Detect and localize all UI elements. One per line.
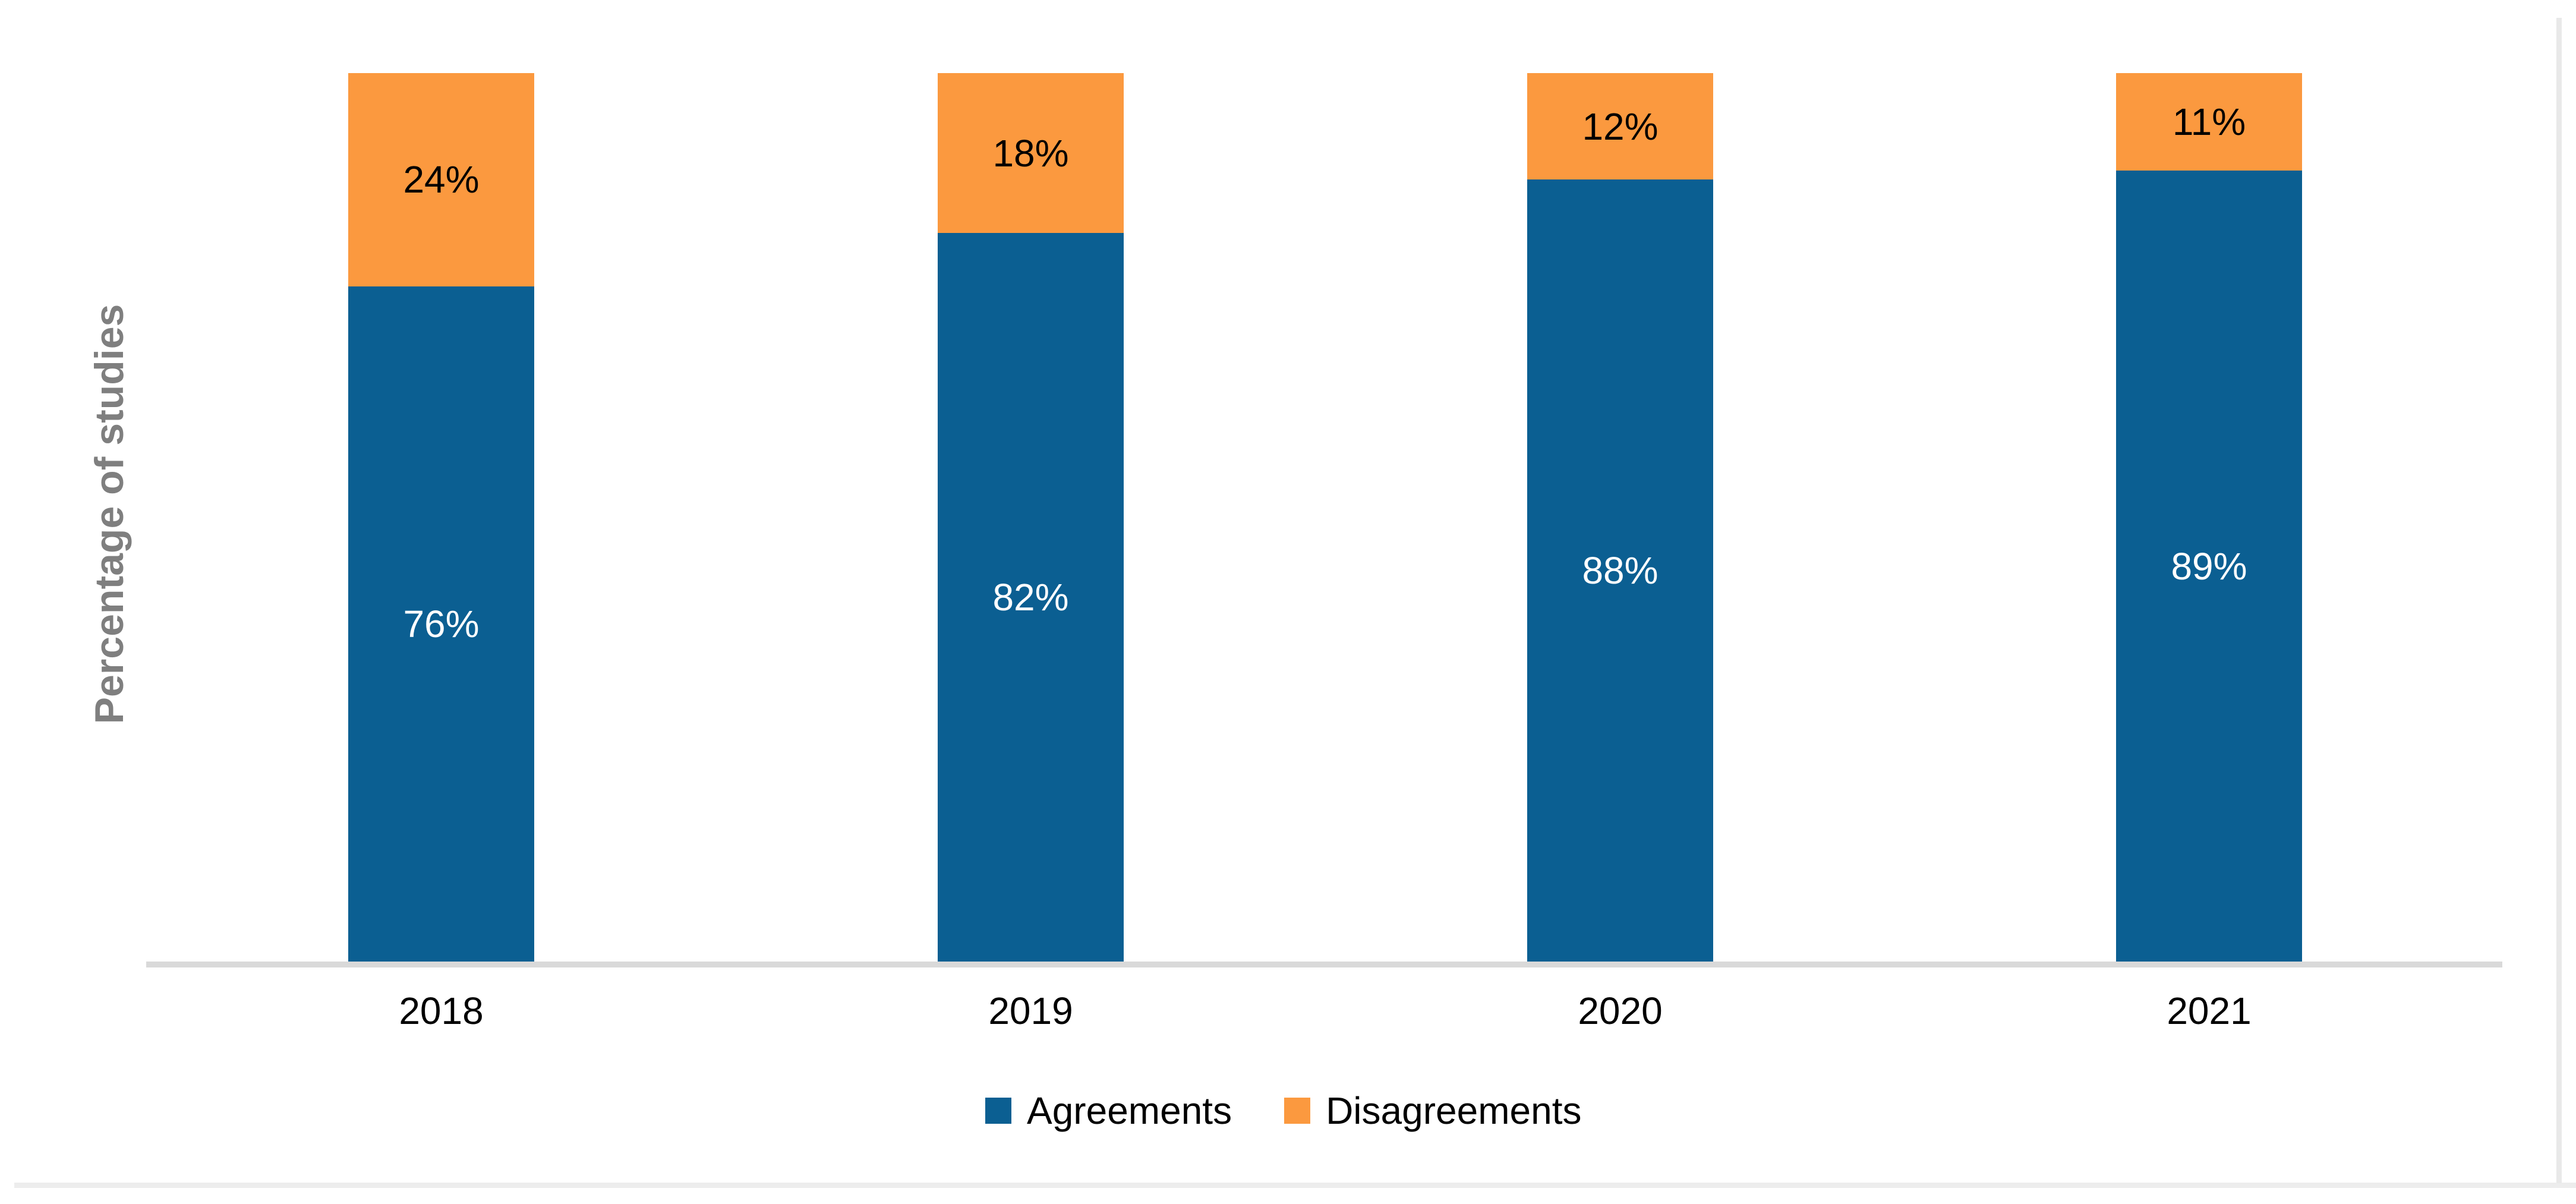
data-label: 18% bbox=[992, 131, 1069, 175]
data-label: 89% bbox=[2171, 544, 2247, 588]
legend-label: Disagreements bbox=[1326, 1089, 1582, 1132]
data-label: 24% bbox=[403, 158, 480, 201]
data-label: 12% bbox=[1582, 105, 1659, 148]
segment-disagreements: 12% bbox=[1527, 73, 1713, 180]
bar-2021: 11% 89% bbox=[2116, 73, 2302, 962]
legend-item-disagreements: Disagreements bbox=[1284, 1089, 1581, 1133]
segment-agreements: 82% bbox=[938, 233, 1124, 962]
x-axis-label-2020: 2020 bbox=[1578, 989, 1663, 1032]
legend-swatch-icon bbox=[985, 1098, 1011, 1124]
data-label: 82% bbox=[992, 576, 1069, 619]
segment-disagreements: 24% bbox=[348, 73, 534, 286]
segment-agreements: 89% bbox=[2116, 171, 2302, 962]
bar-2019: 18% 82% bbox=[938, 73, 1124, 962]
data-label: 88% bbox=[1582, 549, 1659, 592]
legend-item-agreements: Agreements bbox=[985, 1089, 1232, 1133]
x-axis-label-2018: 2018 bbox=[399, 989, 484, 1032]
segment-disagreements: 11% bbox=[2116, 73, 2302, 171]
segment-disagreements: 18% bbox=[938, 73, 1124, 234]
page-edge-vertical-line bbox=[2556, 18, 2562, 1183]
data-label: 11% bbox=[2172, 100, 2246, 144]
x-axis-label-2021: 2021 bbox=[2167, 989, 2252, 1032]
legend: Agreements Disagreements bbox=[985, 1089, 1581, 1133]
segment-agreements: 88% bbox=[1527, 179, 1713, 962]
bar-2018: 24% 76% bbox=[348, 73, 534, 962]
x-axis-line bbox=[146, 962, 2502, 967]
x-axis-label-2019: 2019 bbox=[988, 989, 1073, 1032]
data-label: 76% bbox=[403, 602, 480, 645]
bar-2020: 12% 88% bbox=[1527, 73, 1713, 962]
legend-swatch-icon bbox=[1284, 1098, 1311, 1124]
segment-agreements: 76% bbox=[348, 286, 534, 962]
page-edge-horizontal-line bbox=[14, 1183, 2576, 1188]
legend-label: Agreements bbox=[1027, 1089, 1232, 1132]
